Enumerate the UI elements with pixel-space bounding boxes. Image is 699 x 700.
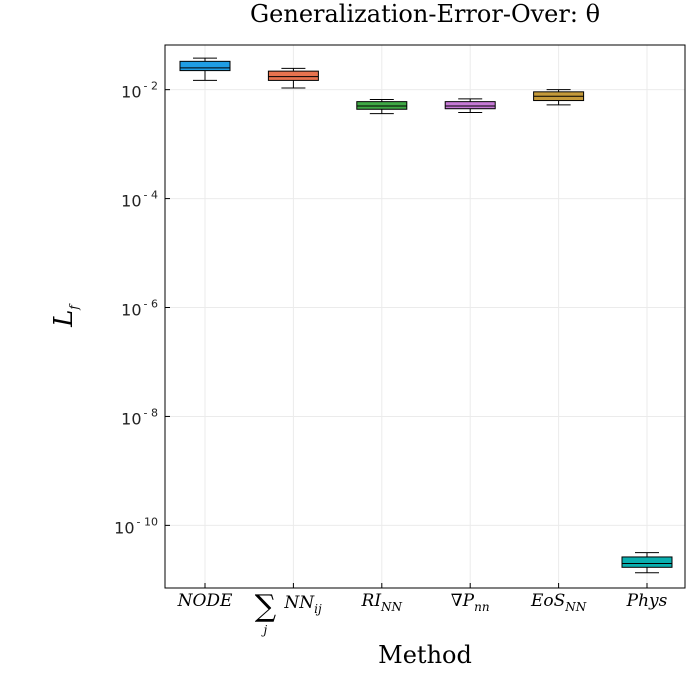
y-tick-label: 10- 8	[121, 406, 158, 428]
x-tick-label: ∇Pnn	[451, 591, 490, 614]
x-axis-label: Method	[378, 641, 472, 669]
box-0	[179, 57, 231, 81]
x-tick-label-3: ∇Pnn	[451, 591, 490, 614]
chart-title: Generalization-Error-Over: θ	[250, 0, 600, 28]
x-tick-labels: NODE ∑j NNij RINN ∇Pnn EoSNN Phys	[177, 589, 668, 637]
box-1	[267, 67, 319, 89]
y-axis-label: Lf	[49, 303, 81, 328]
box-5	[621, 552, 673, 574]
x-tick-label: Phys	[626, 591, 668, 611]
box-4	[533, 89, 585, 106]
x-tick-label-2: RINN	[361, 591, 403, 614]
sum-index: j	[261, 623, 268, 637]
y-tick-label: 10- 10	[114, 515, 158, 537]
y-tick-label: 10- 6	[121, 298, 158, 320]
box-body	[267, 70, 319, 81]
x-tick-label: NNij	[283, 593, 322, 616]
x-tick-label-4: EoSNN	[530, 591, 587, 614]
x-tick-label: EoSNN	[530, 591, 587, 614]
plot-frame	[164, 44, 686, 589]
box-body	[444, 101, 496, 110]
sum-symbol: ∑	[255, 589, 277, 624]
x-tick-label: RINN	[361, 591, 403, 614]
box-body	[356, 101, 408, 110]
axis-frame	[165, 89, 648, 588]
x-tick-label: NODE	[177, 591, 233, 611]
box-body	[179, 60, 231, 72]
box-3	[444, 98, 496, 114]
box-2	[356, 98, 408, 115]
x-tick-label-1: ∑j NNij	[255, 589, 322, 637]
y-tick-labels: 10- 2 10- 4 10- 6 10- 8 10- 10	[114, 80, 158, 538]
y-tick-label: 10- 4	[121, 189, 158, 211]
box-body	[621, 556, 673, 568]
boxes-layer	[179, 57, 673, 574]
y-tick-label: 10- 2	[121, 80, 158, 102]
x-tick-label-0: NODE	[177, 591, 233, 611]
grid-layer	[165, 45, 685, 588]
x-tick-label-5: Phys	[626, 591, 668, 611]
